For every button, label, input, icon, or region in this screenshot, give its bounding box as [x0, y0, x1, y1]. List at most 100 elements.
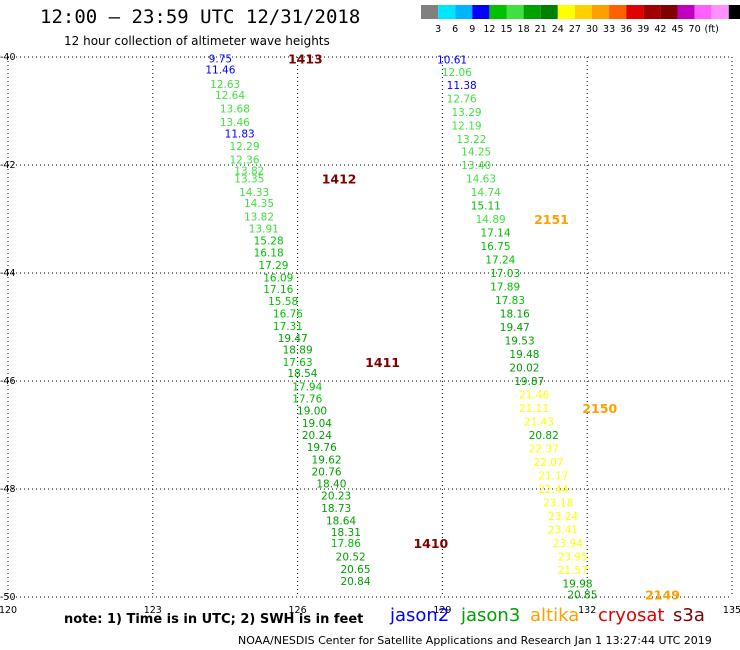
swh-value-label: 19.53 — [505, 336, 535, 348]
swh-value-label: 21.46 — [519, 390, 549, 402]
legend-swatch — [523, 5, 541, 19]
x-tick-label: 120 — [0, 605, 17, 615]
swh-value-label: 20.23 — [321, 490, 351, 502]
swh-value-label: 20.02 — [509, 363, 539, 375]
swh-value-label: 16.75 — [480, 241, 510, 253]
swh-value-label: 19.62 — [312, 454, 342, 466]
legend-label: 12 — [483, 24, 495, 35]
legend-label: 24 — [552, 24, 564, 35]
swh-value-label: 18.16 — [500, 309, 530, 321]
legend-label: 45 — [671, 24, 683, 35]
swh-value-label: 12.36 — [229, 155, 259, 167]
swh-value-label: 16.76 — [273, 309, 303, 321]
legend-label: 21 — [535, 24, 547, 35]
swh-value-label: 17.94 — [292, 381, 322, 393]
swh-value-label: 14.63 — [466, 174, 496, 186]
swh-value-label: 19.47 — [278, 333, 308, 345]
swh-value-label: 12.63 — [210, 79, 240, 91]
swh-value-label: 18.73 — [321, 503, 351, 515]
legend-swatch — [506, 5, 524, 19]
swh-value-label: 20.65 — [340, 564, 370, 576]
legend-swatch — [711, 5, 729, 19]
swh-value-label: 13.82 — [244, 211, 274, 223]
swh-value-label: 21.43 — [524, 417, 554, 429]
chart-subtitle: 12 hour collection of altimeter wave hei… — [64, 34, 330, 48]
swh-value-label: 19.47 — [500, 322, 530, 334]
legend-swatch — [609, 5, 627, 19]
swh-value-label: 17.16 — [263, 284, 293, 296]
swh-value-label: 19.00 — [297, 406, 327, 418]
swh-value-label: 13.29 — [452, 107, 482, 119]
pass-number-label: 1410 — [413, 536, 448, 551]
x-tick-label: 126 — [289, 605, 307, 615]
swh-value-label: 13.68 — [220, 103, 250, 115]
swh-value-label: 12.19 — [452, 121, 482, 133]
swh-value-label: 21.11 — [519, 403, 549, 415]
legend-label: 42 — [654, 24, 666, 35]
swh-value-label: 20.24 — [302, 430, 332, 442]
legend-swatch — [660, 5, 678, 19]
pass-number-label: 2151 — [534, 212, 569, 227]
y-tick-label: -46 — [0, 376, 16, 387]
swh-value-label: 17.14 — [480, 228, 510, 240]
footer-note: note: 1) Time is in UTC; 2) SWH is in fe… — [64, 612, 364, 627]
legend-swatch — [421, 5, 439, 19]
swh-value-label: 13.82 — [234, 165, 264, 177]
color-legend: 3 6 9 12 15 18 21 24 27 30 33 36 39 42 45 70 (ft) — [421, 5, 740, 35]
swh-value-label: 16.09 — [263, 272, 293, 284]
swh-value-label: 10.61 — [437, 55, 467, 67]
y-tick-label: -42 — [0, 160, 16, 171]
legend-swatch — [540, 5, 558, 19]
swh-value-label: 13.40 — [461, 160, 491, 172]
satellite-legend-s3a: s3a — [673, 605, 705, 626]
y-tick-label: -44 — [0, 268, 16, 279]
swh-value-label: 15.58 — [268, 296, 298, 308]
credit-line: NOAA/NESDIS Center for Satellite Applica… — [238, 634, 712, 647]
y-tick-label: -40 — [0, 52, 16, 63]
swh-value-label: 12.76 — [447, 94, 477, 106]
satellite-legend-cryosat: cryosat — [598, 605, 665, 626]
swh-value-label: 11.38 — [447, 80, 477, 92]
swh-value-label: 18.31 — [331, 527, 361, 539]
swh-value-label: 13.91 — [249, 224, 279, 236]
x-tick-label: 132 — [578, 605, 596, 615]
swh-value-label: 12.06 — [442, 67, 472, 79]
swh-value-label: 19.87 — [514, 376, 544, 388]
swh-value-label: 17.63 — [283, 357, 313, 369]
pass-number-label: 1413 — [288, 52, 323, 67]
legend-swatch — [592, 5, 610, 19]
x-tick-label: 135 — [723, 605, 740, 615]
legend-swatch — [728, 5, 740, 19]
chart-title: 12:00 – 23:59 UTC 12/31/2018 — [40, 6, 361, 28]
swh-value-label: 17.29 — [258, 260, 288, 272]
legend-label: 36 — [620, 24, 632, 35]
legend-swatch — [438, 5, 456, 19]
legend-swatch — [472, 5, 490, 19]
legend-label: 9 — [469, 24, 475, 35]
legend-swatch — [643, 5, 661, 19]
swh-value-label: 19.98 — [563, 579, 593, 591]
swh-value-label: 21.57 — [558, 565, 588, 577]
swh-value-label: 22.44 — [538, 484, 568, 496]
y-tick-label: -50 — [0, 592, 16, 603]
swh-value-label: 17.89 — [490, 282, 520, 294]
legend-label: 3 — [435, 24, 441, 35]
satellite-legend-jason3: jason3 — [461, 605, 521, 626]
wave-height-plot: 120 123 126 129 132 135 -40 -42 -44 -46 -48 -50 9.75… — [0, 52, 740, 615]
swh-value-label: 17.24 — [485, 255, 515, 267]
swh-value-label: 20.82 — [529, 430, 559, 442]
legend-label: 18 — [518, 24, 530, 35]
swh-value-label: 22.07 — [534, 457, 564, 469]
swh-value-label: 17.31 — [273, 321, 303, 333]
swh-value-label: 12.64 — [215, 90, 245, 102]
legend-label: 6 — [452, 24, 458, 35]
swh-value-label: 17.76 — [292, 393, 322, 405]
swh-value-label: 15.28 — [254, 236, 284, 248]
swh-value-label: 18.40 — [316, 479, 346, 491]
pass-number-label: 1412 — [322, 172, 357, 187]
x-tick-label: 123 — [144, 605, 162, 615]
legend-swatch — [626, 5, 644, 19]
swh-value-label: 12.29 — [229, 141, 259, 153]
pass-number-label: 1411 — [365, 355, 400, 370]
swh-value-label: 17.86 — [331, 538, 361, 550]
